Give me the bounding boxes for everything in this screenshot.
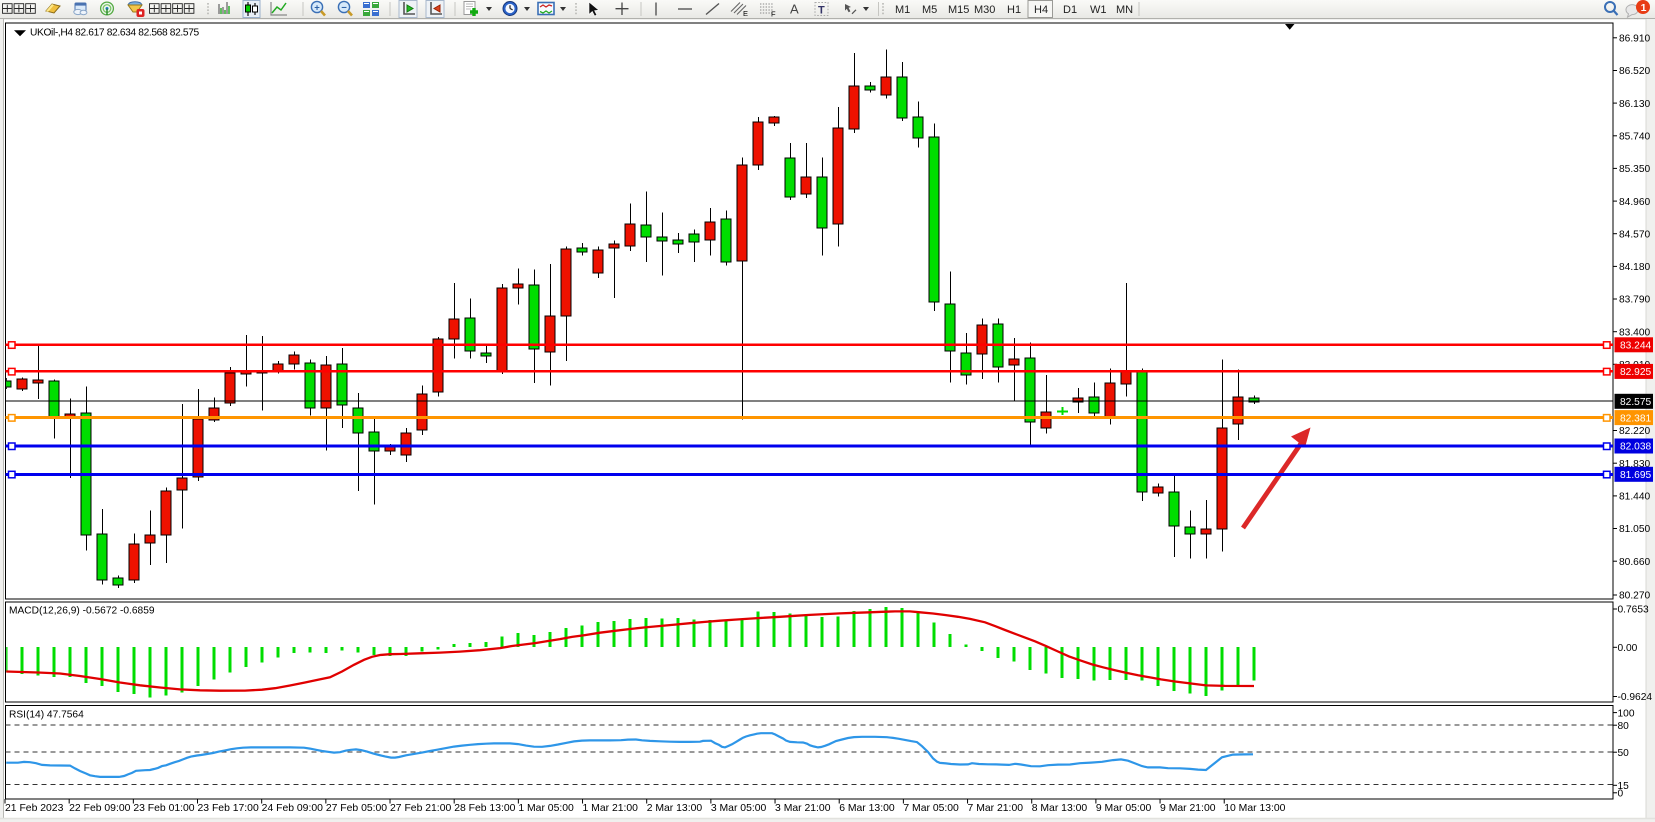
svg-text:7 Mar 05:00: 7 Mar 05:00	[903, 803, 959, 814]
svg-text:M1: M1	[895, 4, 910, 16]
svg-text:24 Feb 09:00: 24 Feb 09:00	[262, 803, 323, 814]
svg-text:21 Feb 2023: 21 Feb 2023	[5, 803, 64, 814]
svg-text:86.130: 86.130	[1619, 99, 1650, 110]
svg-text:10 Mar 13:00: 10 Mar 13:00	[1224, 803, 1285, 814]
svg-text:RSI(14) 47.7564: RSI(14) 47.7564	[9, 710, 84, 721]
svg-text:1 Mar 21:00: 1 Mar 21:00	[583, 803, 639, 814]
svg-text:85.740: 85.740	[1619, 132, 1650, 143]
svg-text:82.220: 82.220	[1619, 426, 1650, 437]
svg-text:83.400: 83.400	[1619, 327, 1650, 338]
svg-text:3 Mar 05:00: 3 Mar 05:00	[711, 803, 767, 814]
svg-text:85.350: 85.350	[1619, 164, 1650, 175]
svg-text:T: T	[818, 5, 825, 17]
svg-text:28 Feb 13:00: 28 Feb 13:00	[454, 803, 515, 814]
svg-text:D1: D1	[1063, 4, 1077, 16]
svg-text:80.270: 80.270	[1619, 591, 1650, 602]
svg-text:27 Feb 05:00: 27 Feb 05:00	[326, 803, 387, 814]
svg-text:81.440: 81.440	[1619, 492, 1650, 503]
svg-text:M15: M15	[948, 4, 969, 16]
svg-text:6 Mar 13:00: 6 Mar 13:00	[839, 803, 895, 814]
svg-text:86.910: 86.910	[1619, 34, 1650, 45]
svg-text:82.038: 82.038	[1620, 442, 1651, 453]
svg-text:M30: M30	[974, 4, 995, 16]
svg-text:81.830: 81.830	[1619, 459, 1650, 470]
svg-text:A: A	[790, 2, 799, 17]
svg-text:1 Mar 05:00: 1 Mar 05:00	[518, 803, 574, 814]
svg-text:-0.9624: -0.9624	[1618, 692, 1653, 703]
svg-text:80: 80	[1618, 721, 1630, 732]
svg-text:MACD(12,26,9) -0.5672 -0.6859: MACD(12,26,9) -0.5672 -0.6859	[9, 606, 155, 617]
svg-text:1: 1	[1641, 2, 1647, 14]
svg-text:0: 0	[1618, 789, 1624, 800]
svg-text:82.575: 82.575	[1620, 397, 1651, 408]
svg-text:MN: MN	[1116, 4, 1133, 16]
svg-text:9 Mar 21:00: 9 Mar 21:00	[1160, 803, 1216, 814]
svg-text:86.520: 86.520	[1619, 66, 1650, 77]
svg-text:8 Mar 13:00: 8 Mar 13:00	[1032, 803, 1088, 814]
svg-text:7 Mar 21:00: 7 Mar 21:00	[968, 803, 1024, 814]
svg-text:3 Mar 21:00: 3 Mar 21:00	[775, 803, 831, 814]
svg-text:82.925: 82.925	[1620, 367, 1651, 378]
svg-text:F: F	[771, 10, 776, 19]
svg-text:15: 15	[1618, 781, 1630, 792]
svg-text:84.960: 84.960	[1619, 197, 1650, 208]
svg-text:27 Feb 21:00: 27 Feb 21:00	[390, 803, 451, 814]
svg-text:W1: W1	[1090, 4, 1107, 16]
svg-text:82.381: 82.381	[1620, 413, 1651, 424]
svg-text:23 Feb 17:00: 23 Feb 17:00	[198, 803, 259, 814]
svg-text:50: 50	[1618, 748, 1630, 759]
svg-text:9 Mar 05:00: 9 Mar 05:00	[1096, 803, 1152, 814]
svg-text:83.790: 83.790	[1619, 295, 1650, 306]
svg-text:22 Feb 09:00: 22 Feb 09:00	[69, 803, 130, 814]
svg-text:23 Feb 01:00: 23 Feb 01:00	[133, 803, 194, 814]
svg-text:80.660: 80.660	[1619, 557, 1650, 568]
svg-text:2 Mar 13:00: 2 Mar 13:00	[647, 803, 703, 814]
svg-text:81.695: 81.695	[1620, 470, 1651, 481]
svg-text:0.7653: 0.7653	[1618, 605, 1649, 616]
svg-text:+: +	[314, 3, 320, 14]
svg-text:84.180: 84.180	[1619, 262, 1650, 273]
svg-text:M5: M5	[922, 4, 937, 16]
svg-text:UKOil-,H4 82.617 82.634 82.56: UKOil-,H4 82.617 82.634 82.568 82.575	[30, 27, 200, 38]
svg-text:−: −	[341, 3, 347, 14]
svg-text:81.050: 81.050	[1619, 524, 1650, 535]
svg-text:E: E	[743, 9, 748, 18]
svg-text:84.570: 84.570	[1619, 229, 1650, 240]
svg-text:H1: H1	[1007, 4, 1021, 16]
svg-text:H4: H4	[1034, 4, 1048, 16]
svg-text:0.00: 0.00	[1618, 643, 1638, 654]
svg-text:100: 100	[1618, 708, 1635, 719]
svg-text:83.244: 83.244	[1620, 341, 1651, 352]
